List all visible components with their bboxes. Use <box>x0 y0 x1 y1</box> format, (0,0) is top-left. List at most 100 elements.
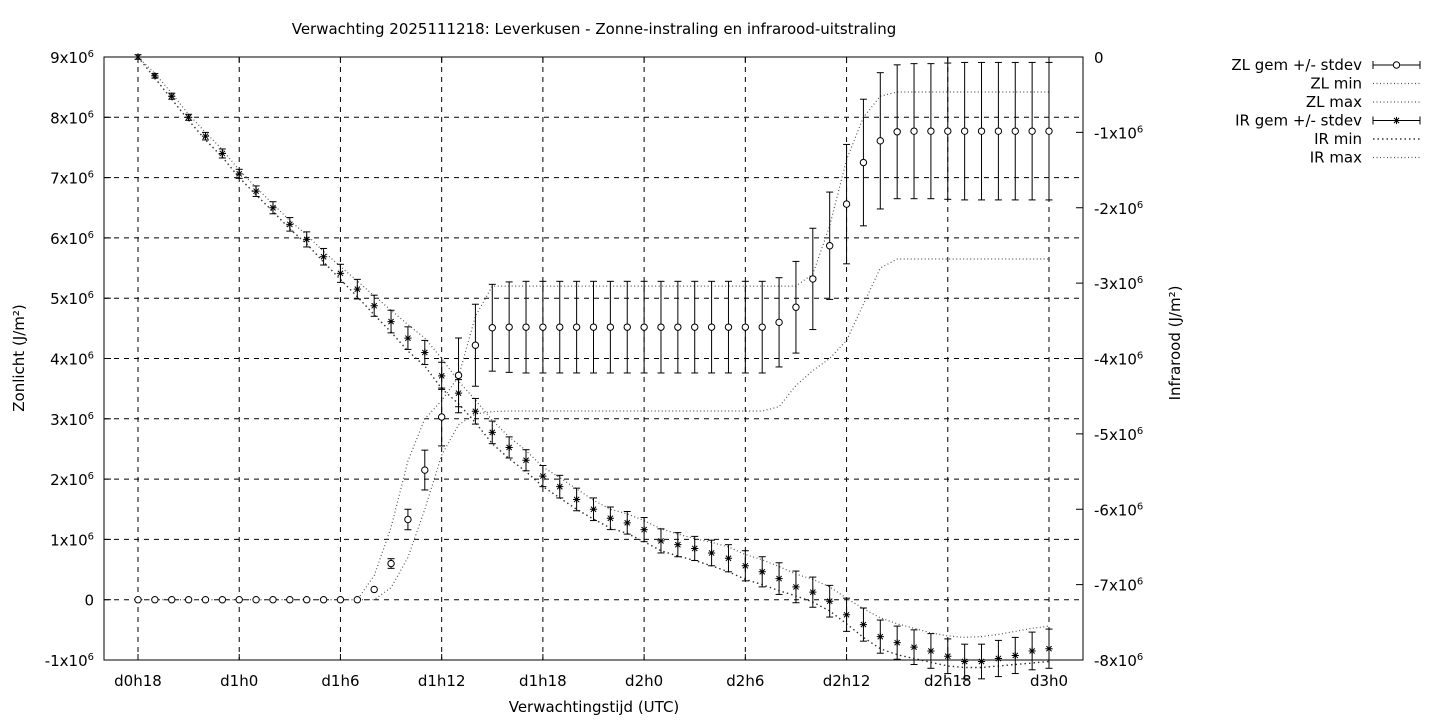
ir-mean-point <box>218 149 226 158</box>
legend-label: ZL gem +/- stdev <box>1231 56 1362 74</box>
y-tick-label: 4x106 <box>50 351 94 369</box>
ir-mean-point <box>269 204 277 212</box>
ir-mean-point <box>168 92 176 100</box>
zl-mean-point <box>454 371 463 380</box>
zl-mean-point <box>674 323 682 331</box>
y-tick-label: 5x106 <box>50 290 94 308</box>
ir-mean-point <box>724 554 733 562</box>
ir-mean-point <box>623 519 631 527</box>
ir-mean-point <box>336 269 345 277</box>
ir-mean-point <box>589 505 598 513</box>
zl-mean-point <box>303 596 311 604</box>
zl-mean-point <box>336 596 345 604</box>
legend-label: ZL min <box>1310 75 1362 93</box>
zl-mean-point <box>758 323 766 331</box>
ir-mean-point <box>370 302 378 310</box>
zl-mean-point <box>218 596 227 604</box>
axis-ticks: d0h18 d1h0 d1h6 d1h12 d1h18 d2h0 d2h6 d2h12 d2h1… <box>45 49 1144 690</box>
zl-mean-point <box>691 323 699 331</box>
x-tick-label: d1h6 <box>321 672 359 690</box>
zl-mean-point <box>556 323 564 331</box>
zl-mean-point <box>960 127 969 135</box>
zl-mean-point <box>269 596 277 604</box>
zl-mean-point <box>1045 127 1053 135</box>
ir-mean-point <box>961 657 969 666</box>
zl-mean-point <box>370 585 378 594</box>
ir-mean-point <box>539 472 547 480</box>
y-tick-label: 1x106 <box>50 531 94 549</box>
ir-mean-point <box>758 568 766 576</box>
legend-label: IR max <box>1310 149 1362 167</box>
y2-tick-label: -5x106 <box>1094 426 1143 444</box>
legend-marker <box>1392 61 1401 69</box>
zl-mean-point <box>522 323 530 331</box>
y-tick-label: 9x106 <box>50 49 94 67</box>
ir-mean-point <box>842 611 851 619</box>
ir-mean-point <box>792 583 800 591</box>
zl-mean-point <box>657 323 665 331</box>
y-tick-label: 6x106 <box>50 230 94 248</box>
zl-mean-point <box>471 341 480 349</box>
zl-mean-point <box>825 242 834 250</box>
ir-mean-point <box>859 620 868 629</box>
y2-tick-label: -7x106 <box>1094 577 1143 595</box>
ir-mean-point <box>151 72 159 80</box>
zl-min-line <box>138 258 1049 601</box>
zl-mean-point <box>168 596 176 604</box>
zl-mean-point <box>977 127 986 135</box>
x-tick-label: d1h18 <box>519 672 567 690</box>
y2-tick-label: 0 <box>1094 49 1104 67</box>
zl-mean-point <box>387 559 395 568</box>
x-tick-label: d0h18 <box>114 672 162 690</box>
legend-label: IR gem +/- stdev <box>1235 112 1362 130</box>
y2-tick-label: -4x106 <box>1094 351 1143 369</box>
x-tick-label: d1h12 <box>418 672 466 690</box>
ir-mean-point <box>775 574 783 583</box>
ir-mean-point <box>404 334 412 342</box>
ir-mean-point <box>252 187 260 195</box>
zl-mean-point <box>623 323 631 331</box>
zl-mean-point <box>876 137 884 145</box>
ir-mean-point <box>977 657 986 666</box>
zl-mean-point <box>944 127 952 135</box>
ir-mean-point <box>522 456 530 464</box>
ir-mean-point <box>201 132 210 140</box>
zl-mean-point <box>724 323 733 331</box>
ir-mean-point <box>707 549 716 557</box>
ir-mean-point <box>185 113 193 121</box>
zl-mean-point <box>910 127 918 135</box>
y-tick-label: 3x106 <box>50 411 94 429</box>
zl-mean-point <box>707 323 716 331</box>
legend-label: IR min <box>1314 130 1362 148</box>
ir-mean-point <box>387 317 395 326</box>
ir-mean-point <box>319 253 328 261</box>
x-tick-label: d1h0 <box>220 672 258 690</box>
zl-mean-point <box>184 596 193 604</box>
chart-title: Verwachting 2025111218: Leverkusen - Zon… <box>292 20 897 38</box>
zl-mean-point <box>201 596 210 604</box>
x-tick-label: d2h18 <box>924 672 972 690</box>
ir-mean-point <box>286 220 294 228</box>
zl-mean-point <box>539 323 547 331</box>
zl-mean-point <box>859 158 868 167</box>
ir-mean-point <box>994 654 1002 663</box>
zl-mean-point <box>319 596 328 604</box>
zl-mean-point <box>151 596 159 604</box>
y-tick-label: 2x106 <box>50 471 94 489</box>
ir-mean-point <box>488 428 496 436</box>
y2-tick-label: -3x106 <box>1094 275 1143 293</box>
legend-marker <box>1392 116 1401 125</box>
zl-mean-point <box>353 596 362 604</box>
zl-mean-point <box>437 413 446 421</box>
ir-mean-series <box>134 53 1053 680</box>
x-tick-label: d2h6 <box>726 672 764 690</box>
ir-mean-point <box>826 597 834 605</box>
zl-mean-point <box>505 323 513 331</box>
ir-mean-point <box>471 407 480 415</box>
ir-mean-point <box>657 537 665 545</box>
ir-mean-point <box>556 483 564 491</box>
zl-mean-point <box>893 128 901 136</box>
y-tick-label: 7x106 <box>50 170 94 188</box>
x-tick-label: d3h0 <box>1030 672 1068 690</box>
